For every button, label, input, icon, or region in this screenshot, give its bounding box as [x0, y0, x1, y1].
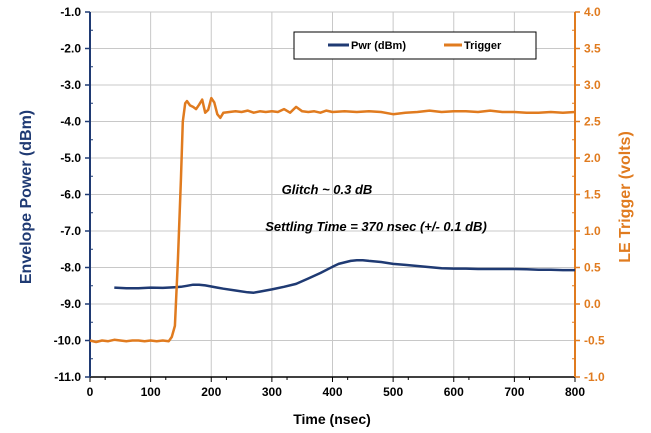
y-left-tick-label: -8.0 [60, 261, 81, 275]
y-left-axis-title: Envelope Power (dBm) [18, 110, 35, 284]
y-right-tick-label: 1.5 [584, 188, 601, 202]
y-right-tick-label: 3.0 [584, 78, 601, 92]
y-right-tick-label: -1.0 [584, 370, 605, 384]
legend: Pwr (dBm) Trigger [293, 31, 537, 60]
y-right-tick-label: 3.5 [584, 42, 601, 56]
x-axis-title: Time (nsec) [293, 411, 371, 427]
y-left-tick-label: -10.0 [54, 334, 82, 348]
y-left-tick-label: -5.0 [60, 151, 81, 165]
series-line-pwr [114, 258, 575, 294]
x-tick-label: 800 [565, 385, 585, 399]
tick-labels: 0 100 200 300 400 500 600 700 800-1.0-2.0-3.0-4.… [54, 5, 605, 399]
y-right-tick-label: 0.0 [584, 297, 601, 311]
y-right-tick-label: 2.5 [584, 115, 601, 129]
x-tick-label: 0 [87, 385, 94, 399]
y-left-tick-label: -6.0 [60, 188, 81, 202]
y-right-axis-title: LE Trigger (volts) [617, 131, 634, 263]
y-right-tick-label: 2.0 [584, 151, 601, 165]
axes [89, 12, 576, 378]
x-tick-label: 600 [444, 385, 464, 399]
x-tick-label: 400 [322, 385, 342, 399]
y-left-tick-label: -2.0 [60, 42, 81, 56]
x-tick-label: 300 [262, 385, 282, 399]
series-line-trigger [89, 96, 576, 344]
annotation-settling-time: Settling Time = 370 nsec (+/- 0.1 dB) [265, 219, 487, 234]
y-left-tick-label: -7.0 [60, 224, 81, 238]
legend-label-trigger: Trigger [464, 40, 502, 52]
x-tick-label: 200 [201, 385, 221, 399]
series-group [89, 96, 576, 344]
y-left-tick-label: -3.0 [60, 78, 81, 92]
y-right-tick-label: 4.0 [584, 5, 601, 19]
y-left-tick-label: -9.0 [60, 297, 81, 311]
legend-label-pwr: Pwr (dBm) [351, 40, 406, 52]
annotation-glitch: Glitch ~ 0.3 dB [282, 182, 373, 197]
x-tick-label: 100 [141, 385, 161, 399]
y-left-tick-label: -4.0 [60, 115, 81, 129]
y-left-tick-label: -1.0 [60, 5, 81, 19]
x-tick-label: 500 [383, 385, 403, 399]
x-tick-label: 700 [504, 385, 524, 399]
y-right-tick-label: -0.5 [584, 334, 605, 348]
y-left-tick-label: -11.0 [54, 370, 81, 384]
y-right-tick-label: 0.5 [584, 261, 601, 275]
y-right-tick-label: 1.0 [584, 224, 601, 238]
